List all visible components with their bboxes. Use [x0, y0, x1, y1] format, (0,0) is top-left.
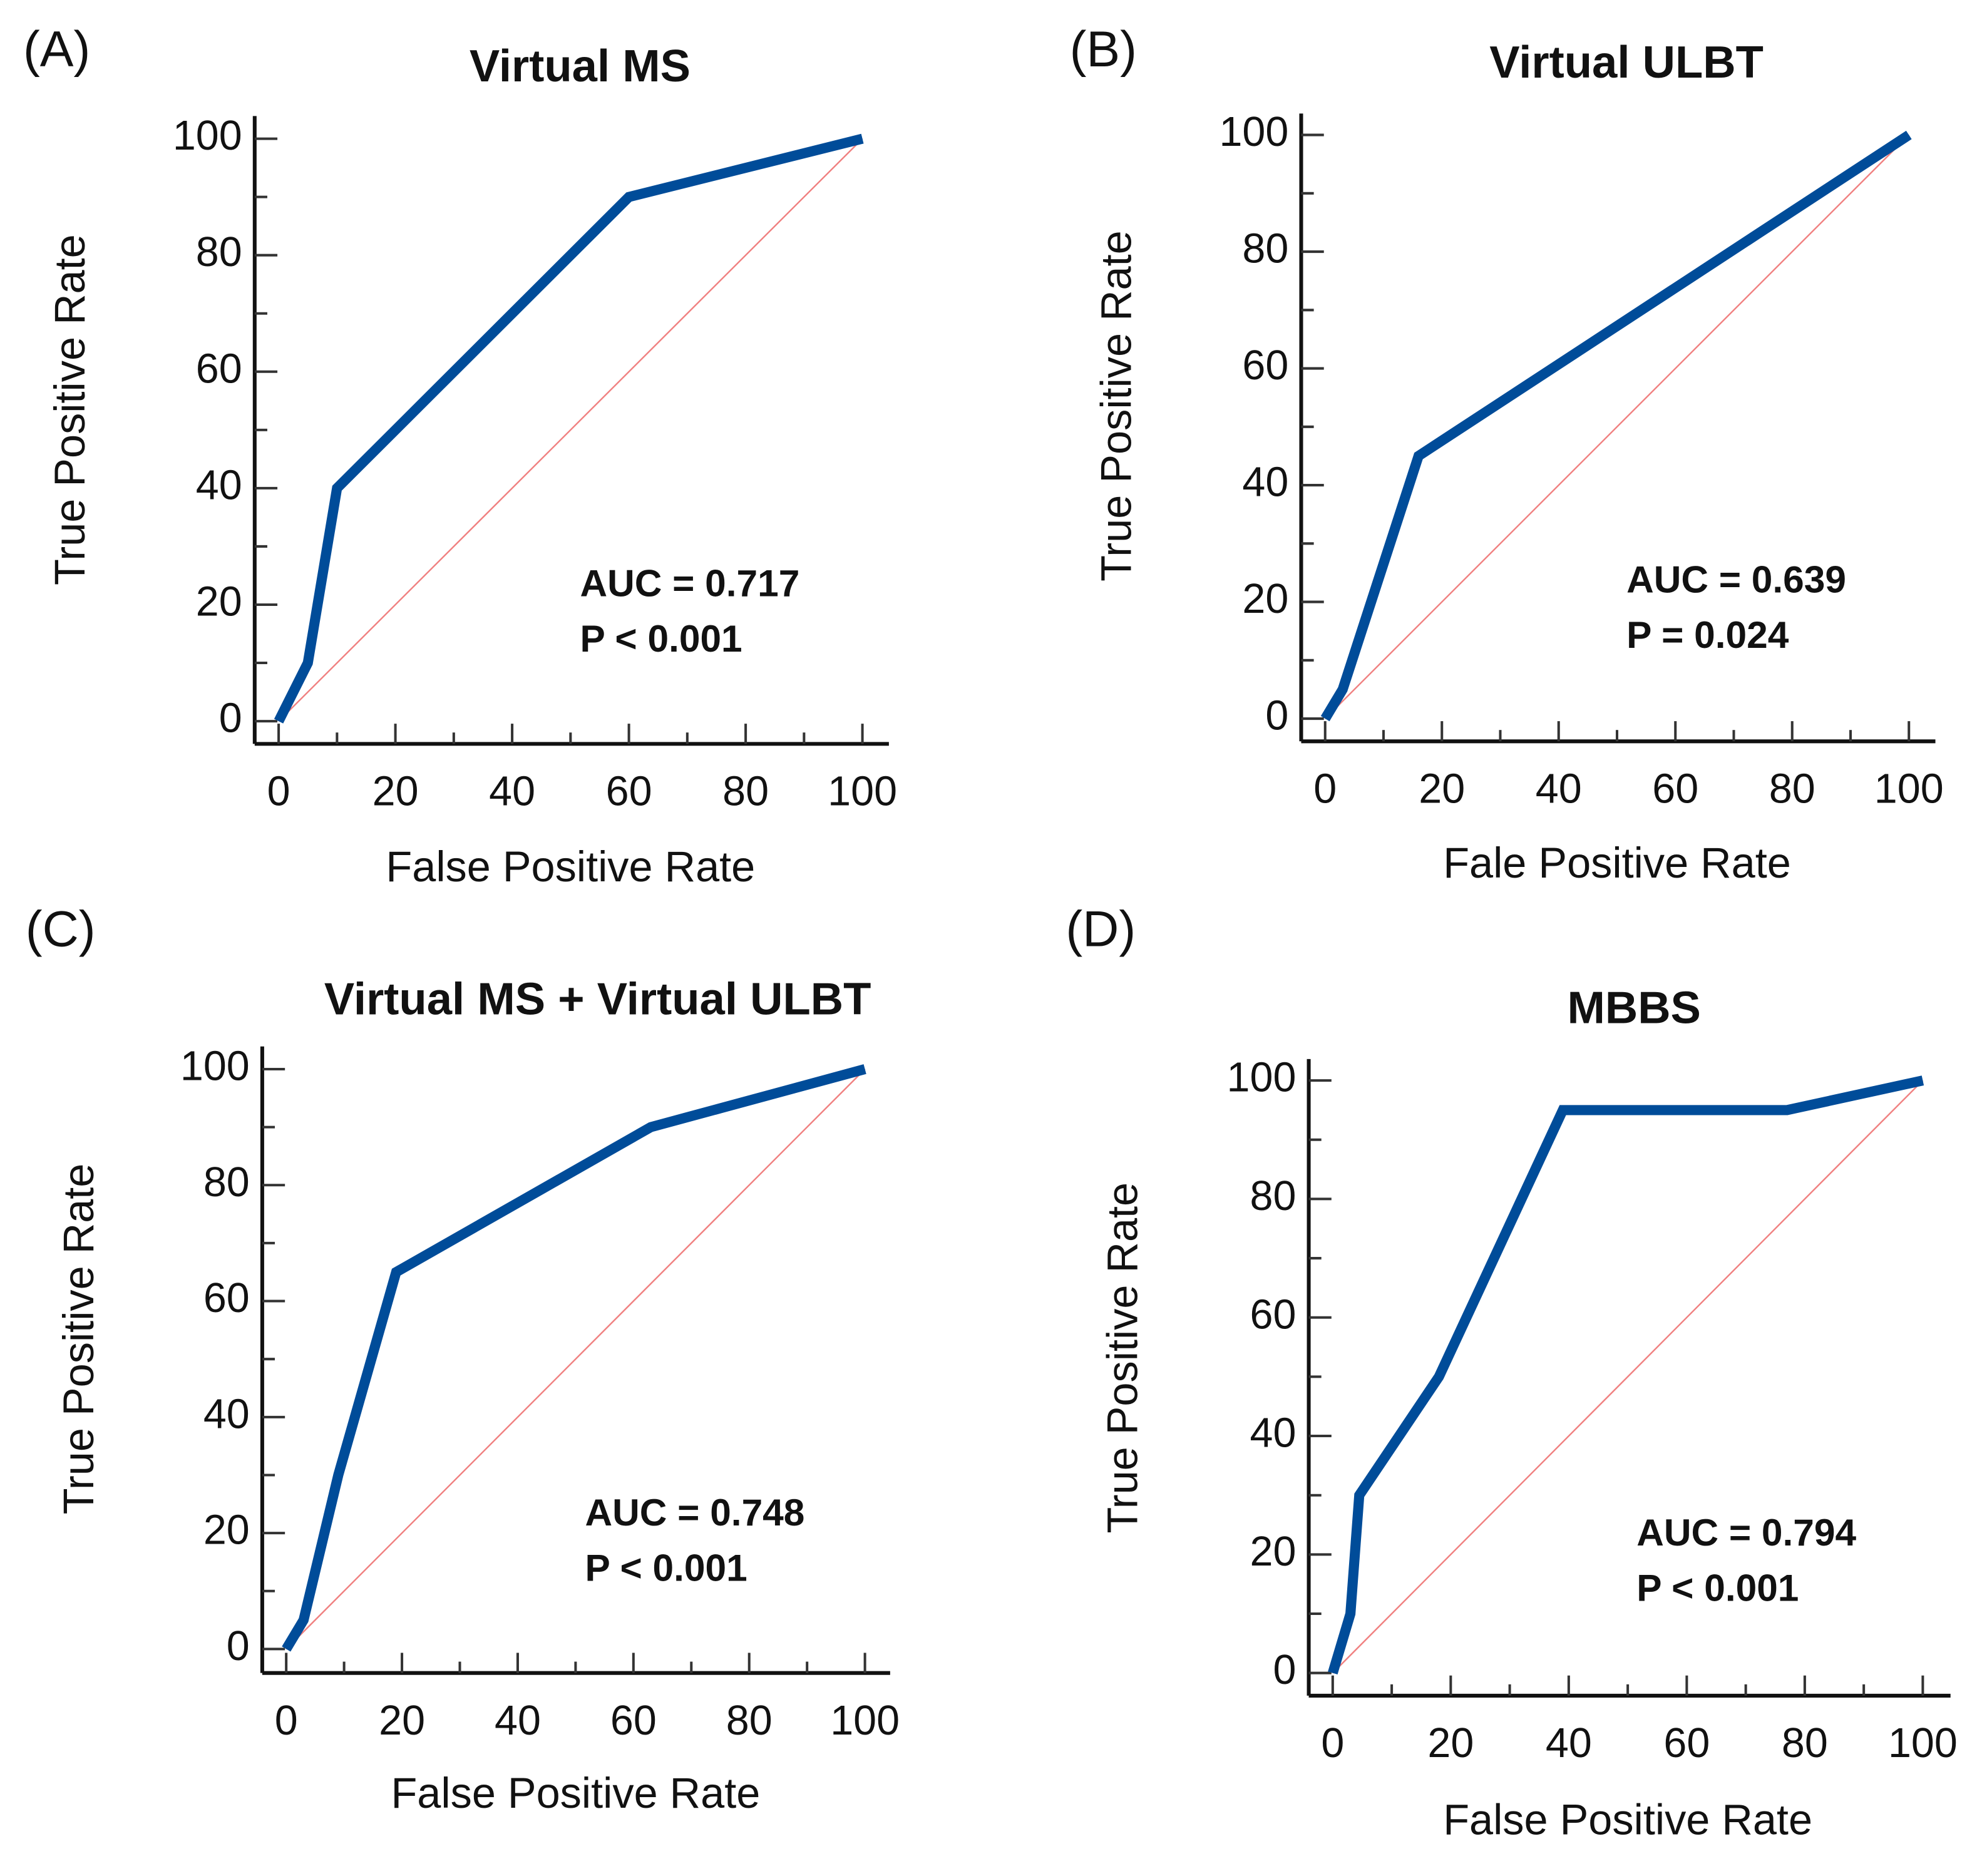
- y-tick-label: 60: [196, 346, 242, 392]
- y-tick-label: 20: [196, 579, 242, 625]
- y-tick-label: 60: [203, 1275, 250, 1321]
- x-tick-label: 40: [1536, 766, 1582, 812]
- roc-curve: [282, 1064, 866, 1652]
- y-tick-label: 0: [1273, 1647, 1296, 1693]
- x-tick-label: 20: [1427, 1720, 1474, 1766]
- y-tick-label: 100: [1227, 1055, 1297, 1101]
- y-tick-label: 40: [1250, 1410, 1297, 1457]
- y-tick-label: 100: [180, 1043, 250, 1090]
- y-tick-label: 80: [1250, 1173, 1297, 1219]
- x-tick-label: 20: [1419, 766, 1465, 812]
- chart-title: Virtual MS: [470, 41, 691, 91]
- x-tick-label: 0: [267, 768, 290, 814]
- x-tick-label: 0: [275, 1698, 298, 1744]
- x-tick-label: 60: [610, 1698, 657, 1744]
- chart-title: MBBS: [1567, 982, 1700, 1033]
- x-tick-label: 40: [495, 1698, 541, 1744]
- x-tick-label: 0: [1313, 766, 1337, 812]
- x-tick-label: 20: [379, 1698, 425, 1744]
- x-axis-label: Fale Positive Rate: [1443, 839, 1791, 887]
- x-axis-label: False Positive Rate: [1443, 1795, 1812, 1843]
- y-tick-label: 40: [1242, 459, 1288, 506]
- x-tick-label: 100: [1874, 766, 1944, 812]
- y-tick-label: 0: [1265, 693, 1288, 739]
- p-value-annotation: P < 0.001: [1636, 1567, 1799, 1609]
- panel-label: (C): [26, 901, 96, 958]
- reference-diagonal-line: [1324, 134, 1910, 719]
- y-axis-label: True Positive Rate: [46, 234, 94, 585]
- y-tick-label: 80: [1242, 226, 1288, 272]
- x-tick-label: 0: [1321, 1720, 1344, 1766]
- y-tick-label: 0: [219, 695, 242, 742]
- chart-title: Virtual ULBT: [1489, 37, 1764, 88]
- y-tick-label: 0: [227, 1623, 250, 1669]
- p-value-annotation: P < 0.001: [580, 617, 742, 660]
- x-tick-label: 100: [830, 1698, 900, 1744]
- panel-label: (A): [23, 21, 90, 78]
- x-tick-label: 100: [828, 768, 897, 814]
- roc-curve: [1320, 130, 1912, 722]
- roc-panel-b: (B) Virtual ULBT 0 20 40 60 80 100 0 20 40 60 80 100 F…: [1070, 21, 1944, 887]
- y-tick-label: 80: [203, 1159, 250, 1206]
- reference-diagonal-line: [285, 1069, 866, 1650]
- roc-panel-a: (A) Virtual MS 0 20 40 60 80 100 0 20 40 60 80 100 Fal…: [23, 21, 897, 891]
- y-axis-label: True Positive Rate: [1092, 230, 1141, 582]
- panel-label: (B): [1070, 21, 1137, 78]
- x-tick-label: 80: [1782, 1720, 1828, 1766]
- x-tick-label: 40: [489, 768, 535, 814]
- x-tick-label: 100: [1888, 1720, 1958, 1766]
- x-axis-label: False Positive Rate: [391, 1769, 760, 1817]
- x-tick-label: 80: [1769, 766, 1815, 812]
- x-axis-label: False Positive Rate: [386, 843, 755, 891]
- y-tick-label: 60: [1242, 342, 1288, 389]
- roc-panel-d: (D) MBBS 0 20 40 60 80 100 0 20 40 60 80 100 False Pos…: [1066, 901, 1957, 1844]
- chart-title: Virtual MS + Virtual ULBT: [324, 973, 871, 1024]
- reference-diagonal-line: [278, 138, 863, 722]
- y-tick-label: 20: [203, 1507, 250, 1554]
- auc-annotation: AUC = 0.748: [585, 1491, 805, 1534]
- y-axis-label: True Positive Rate: [54, 1164, 103, 1515]
- x-tick-label: 80: [726, 1698, 773, 1744]
- y-tick-label: 40: [196, 462, 242, 508]
- x-tick-label: 40: [1546, 1720, 1592, 1766]
- auc-annotation: AUC = 0.639: [1626, 558, 1846, 600]
- reference-diagonal-line: [1332, 1080, 1924, 1674]
- y-tick-label: 100: [173, 113, 242, 159]
- auc-annotation: AUC = 0.794: [1636, 1511, 1856, 1554]
- x-tick-label: 60: [1663, 1720, 1710, 1766]
- x-tick-label: 60: [1652, 766, 1698, 812]
- auc-annotation: AUC = 0.717: [580, 562, 799, 605]
- p-value-annotation: P < 0.001: [585, 1546, 747, 1589]
- panel-label: (D): [1066, 901, 1136, 958]
- roc-panel-c: (C) Virtual MS + Virtual ULBT 0 20 40 60 80 100…: [26, 901, 900, 1817]
- x-tick-label: 80: [722, 768, 769, 814]
- p-value-annotation: P = 0.024: [1626, 613, 1789, 656]
- y-tick-label: 20: [1250, 1529, 1297, 1575]
- x-tick-label: 60: [606, 768, 652, 814]
- y-tick-label: 100: [1219, 109, 1288, 155]
- y-tick-label: 80: [196, 229, 242, 275]
- y-tick-label: 20: [1242, 576, 1288, 622]
- y-tick-label: 40: [203, 1391, 250, 1437]
- y-axis-label: True Positive Rate: [1099, 1182, 1147, 1534]
- x-tick-label: 20: [372, 768, 419, 814]
- y-tick-label: 60: [1250, 1291, 1297, 1338]
